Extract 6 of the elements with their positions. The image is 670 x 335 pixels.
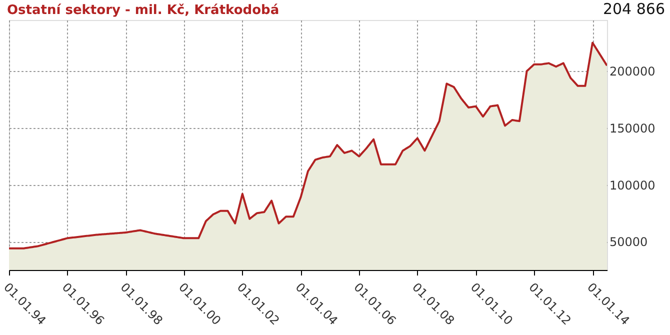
y-tick-label: 150000: [610, 121, 656, 136]
text: 204 866: [602, 0, 665, 18]
y-tick-label: 50000: [610, 235, 648, 250]
chart-title: Ostatní sektory - mil. Kč, Krátkodobá: [7, 3, 280, 18]
y-tick-label: 100000: [610, 178, 656, 192]
y-tick-label: 200000: [610, 64, 656, 79]
